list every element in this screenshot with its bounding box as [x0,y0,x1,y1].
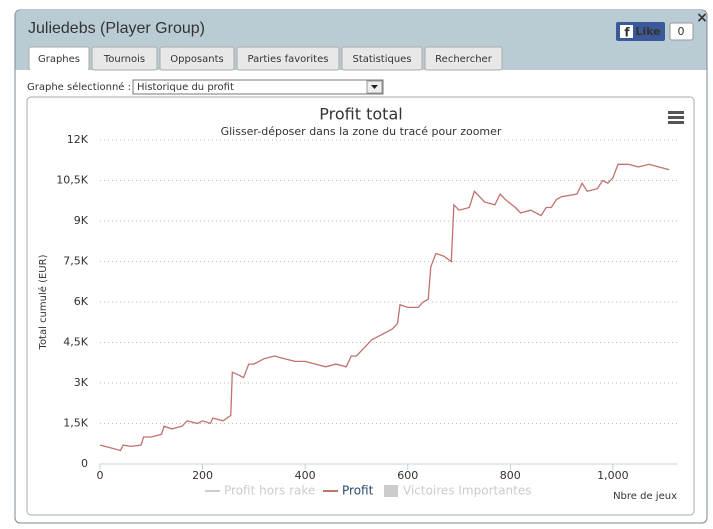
tab[interactable] [159,46,235,71]
x-tick-label: 800 [500,469,521,482]
legend-swatch [384,485,398,497]
chart-subtitle: Glisser-déposer dans la zone du tracé po… [221,125,502,138]
menu-icon[interactable] [668,111,684,124]
tab[interactable] [236,46,340,71]
x-tick-label: 600 [397,469,418,482]
tab-label: Opposants [170,54,224,65]
select-arrow [371,85,378,89]
legend-label[interactable]: Profit [342,484,374,498]
fb-icon [620,25,633,38]
x-tick-label: 1,000 [597,469,629,482]
window-title: Juliedebs (Player Group) [28,20,205,37]
x-tick-label: 0 [97,469,104,482]
y-tick-label: 9K [74,214,89,227]
menu-bar [668,111,684,114]
tab-label: Graphes [38,54,80,65]
menu-bar [668,116,684,119]
tab-label: Statistiques [352,54,411,65]
profit-line [99,163,670,452]
chart-title: Profit total [319,105,402,124]
tab-label: Tournois [103,54,145,65]
x-tick-label: 200 [192,469,213,482]
y-axis-label: Total cumulé (EUR) [37,254,49,350]
tab-label: Parties favorites [248,54,329,65]
tab-label: Rechercher [435,54,493,65]
x-tick-label: 400 [295,469,316,482]
y-tick-label: 7,5K [63,255,88,268]
y-tick-label: 6K [74,295,89,308]
select[interactable] [132,79,384,95]
like-count-box [669,22,694,41]
legend-label[interactable]: Profit hors rake [224,484,315,498]
close-button[interactable]: × [696,10,708,26]
y-tick-label: 1,5K [63,417,88,430]
like-label: Like [635,25,660,38]
x-axis-label: Nbre de jeux [613,491,677,502]
menu-bar [668,121,684,124]
y-tick-label: 3K [74,376,89,389]
y-tick-label: 12K [67,133,89,146]
like-count: 0 [678,25,685,38]
legend-label[interactable]: Victoires Importantes [403,484,532,498]
tab[interactable] [91,46,158,71]
fb-letter: f [624,26,630,40]
select-value: Historique du profit [137,82,234,93]
y-tick-label: 0 [81,457,88,470]
tab[interactable] [341,46,423,71]
select-label: Graphe sélectionné : [27,81,131,93]
chart-box [26,96,695,516]
y-tick-label: 4,5K [63,336,88,349]
tab[interactable] [424,46,503,71]
tab-cover [30,69,88,72]
y-tick-label: 10,5K [56,174,88,187]
